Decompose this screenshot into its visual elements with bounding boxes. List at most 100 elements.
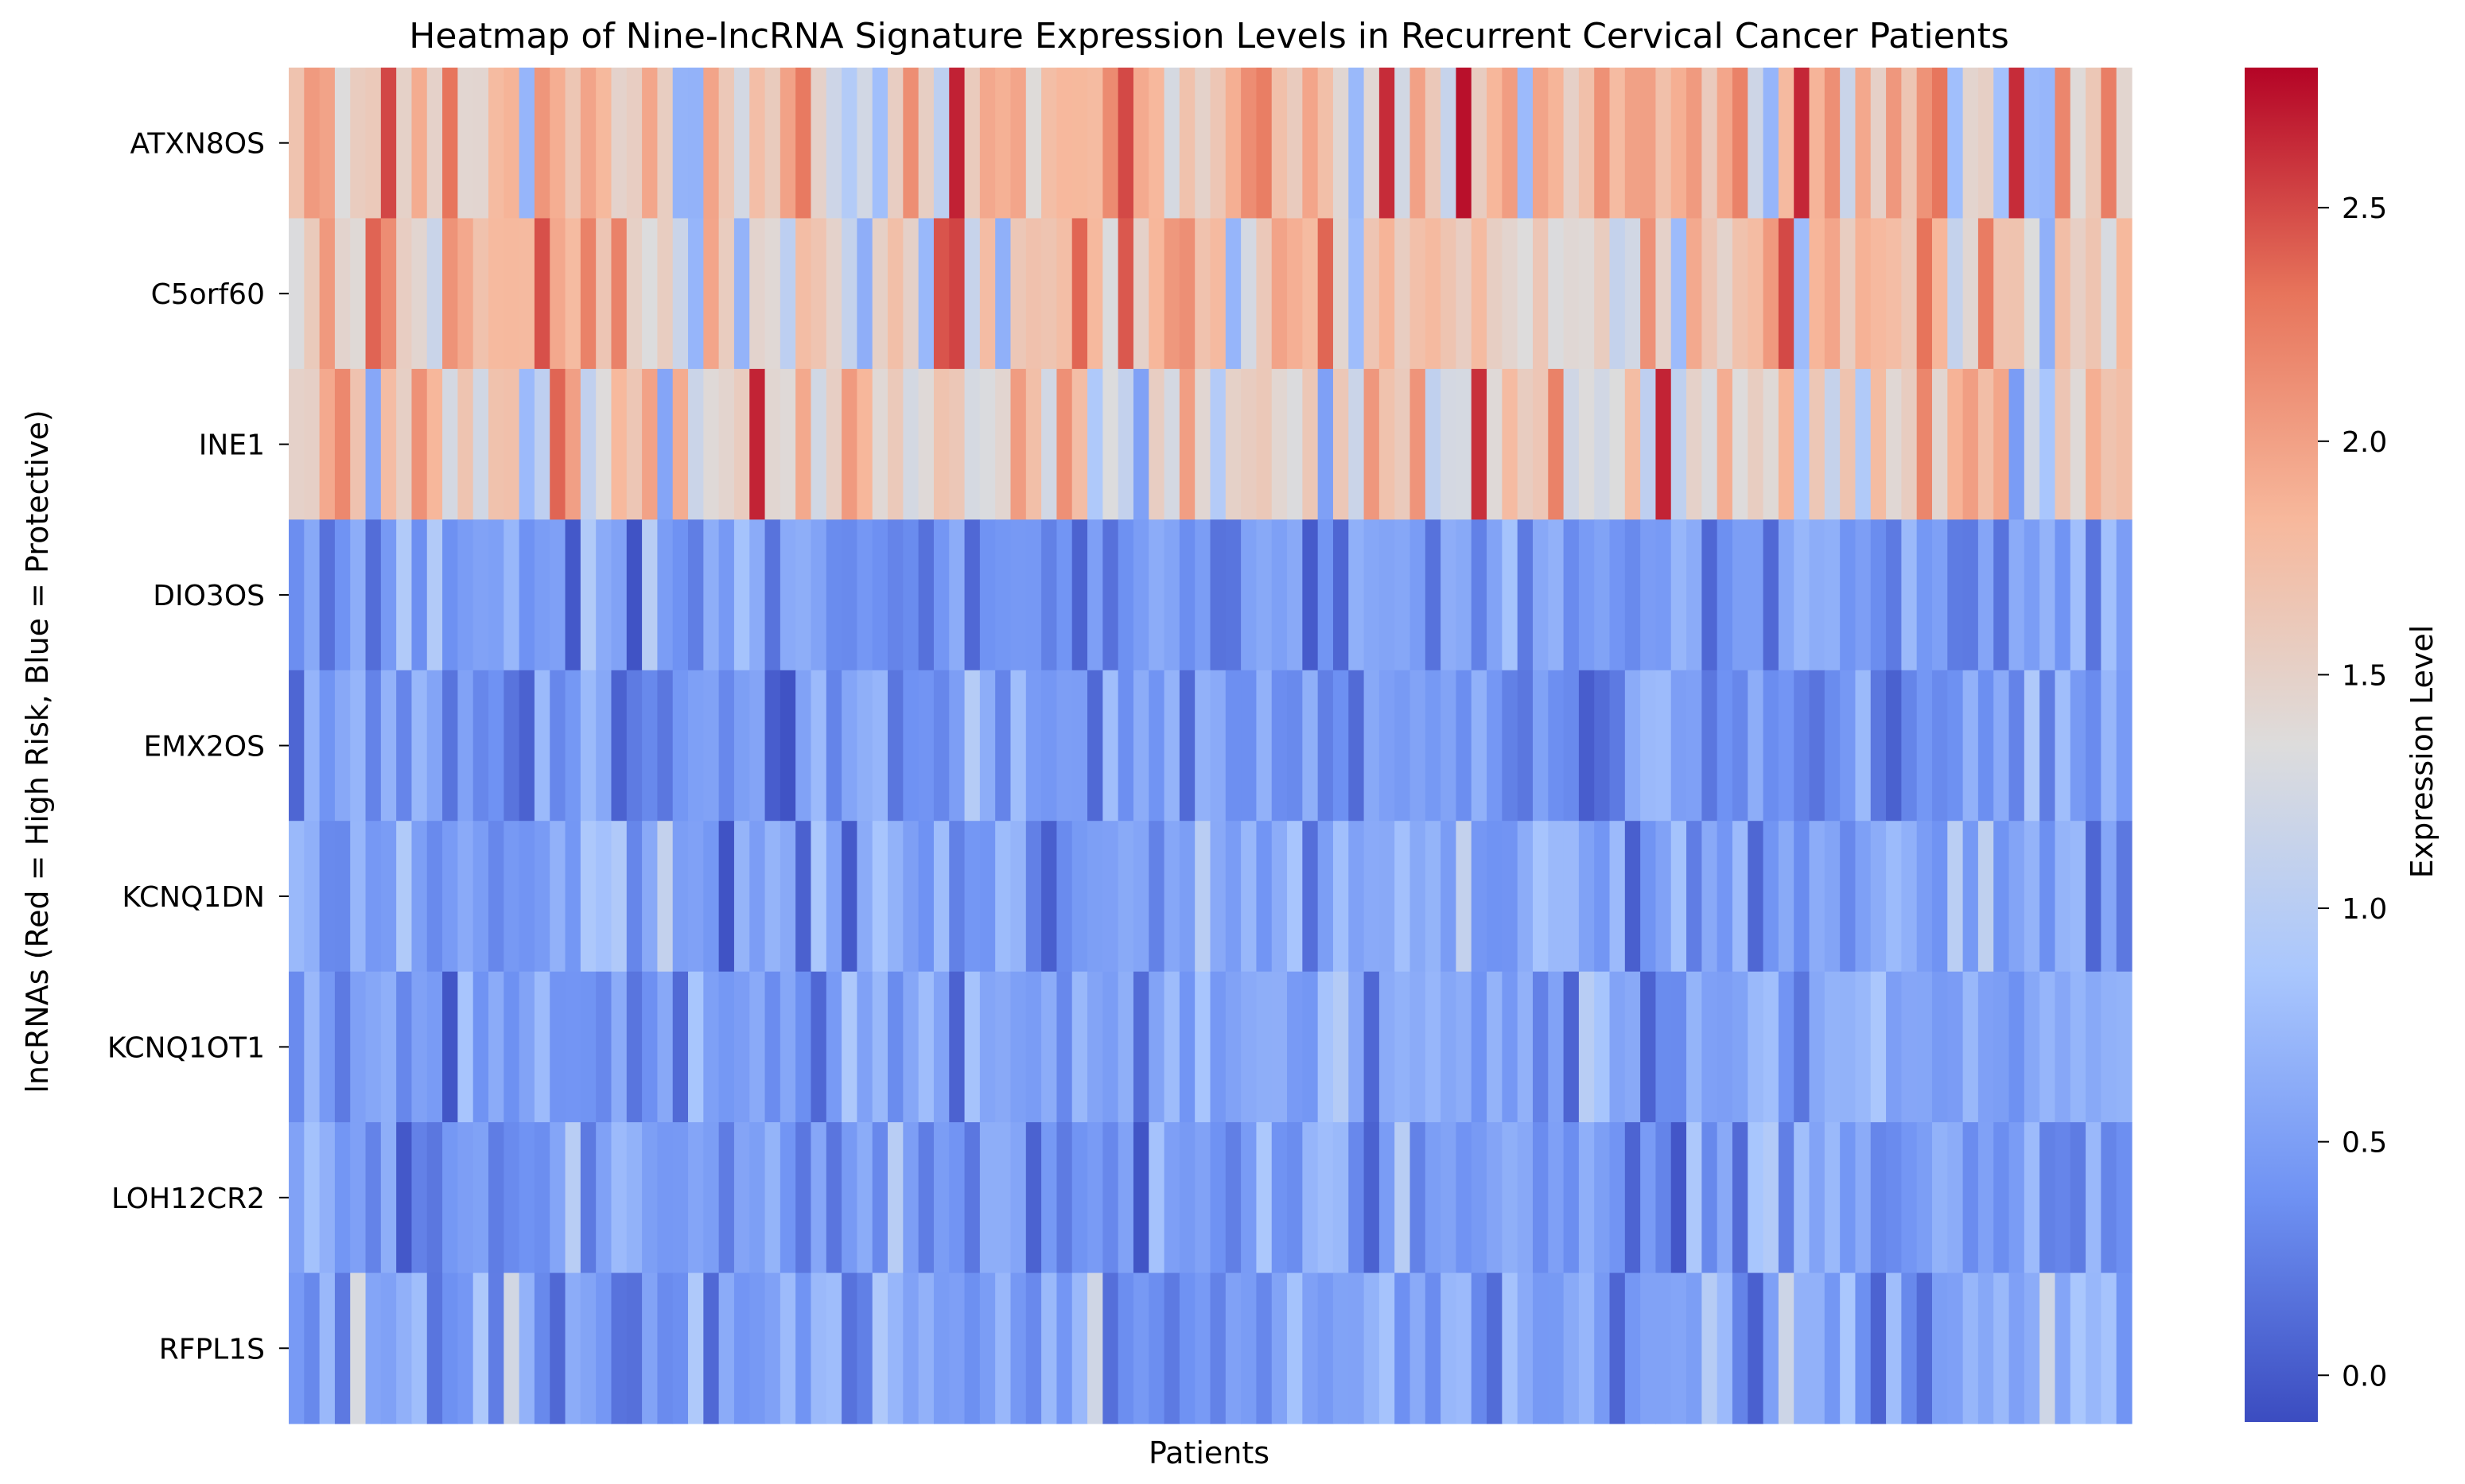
heatmap-cell xyxy=(1563,68,1580,219)
heatmap-cell xyxy=(1594,368,1611,520)
heatmap-cell xyxy=(1149,368,1165,520)
colorbar-tick-label: 0.0 xyxy=(2342,1360,2387,1393)
heatmap-cell xyxy=(1041,971,1058,1123)
heatmap-cell xyxy=(1855,971,1872,1123)
heatmap-cell xyxy=(380,368,397,520)
heatmap-cell xyxy=(979,971,996,1123)
heatmap-cell xyxy=(1794,1272,1810,1424)
heatmap-cell xyxy=(795,971,812,1123)
heatmap-cell xyxy=(1010,1122,1027,1274)
heatmap-cell xyxy=(964,68,981,219)
heatmap-cell xyxy=(1870,519,1887,671)
heatmap-cell xyxy=(350,218,367,370)
heatmap-cell xyxy=(365,368,382,520)
heatmap-cell xyxy=(1717,519,1733,671)
heatmap-cell xyxy=(1763,1272,1779,1424)
heatmap-cell xyxy=(1947,1122,1964,1274)
heatmap-cell xyxy=(1886,670,1902,822)
heatmap-cell xyxy=(565,821,581,973)
heatmap-cell xyxy=(842,821,858,973)
heatmap-cell xyxy=(1809,368,1825,520)
heatmap-cell xyxy=(642,971,658,1123)
heatmap-cell xyxy=(596,68,612,219)
heatmap-cell xyxy=(1701,519,1718,671)
heatmap-cell xyxy=(503,1272,520,1424)
heatmap-cell xyxy=(289,218,305,370)
heatmap-cell xyxy=(334,971,351,1123)
heatmap-cell xyxy=(872,218,888,370)
heatmap-cell xyxy=(657,368,674,520)
heatmap-cell xyxy=(1517,519,1534,671)
heatmap-cell xyxy=(1071,1272,1088,1424)
heatmap-cell xyxy=(1302,821,1319,973)
heatmap-cell xyxy=(488,821,504,973)
heatmap-cell xyxy=(1133,218,1149,370)
heatmap-cell xyxy=(1456,368,1472,520)
heatmap-cell xyxy=(1195,368,1211,520)
heatmap-cell xyxy=(1363,218,1380,370)
heatmap-cell xyxy=(1640,971,1657,1123)
heatmap-cell xyxy=(1532,1272,1549,1424)
heatmap-cell xyxy=(1686,218,1702,370)
heatmap-cell xyxy=(1456,1272,1472,1424)
heatmap-cell xyxy=(611,821,628,973)
heatmap-cell xyxy=(826,670,842,822)
heatmap-cell xyxy=(1962,368,1979,520)
heatmap-cell xyxy=(1977,1122,1994,1274)
heatmap-cell xyxy=(2116,368,2133,520)
heatmap-cell xyxy=(1441,670,1457,822)
heatmap-cell xyxy=(1041,1272,1058,1424)
heatmap-cell xyxy=(1025,971,1042,1123)
heatmap-cell xyxy=(1471,368,1487,520)
heatmap-cell xyxy=(949,68,966,219)
heatmap-cell xyxy=(1378,1122,1395,1274)
heatmap-cell xyxy=(949,1272,966,1424)
heatmap-cell xyxy=(472,218,489,370)
heatmap-cell xyxy=(872,821,888,973)
heatmap-cell xyxy=(857,368,873,520)
heatmap-cell xyxy=(380,519,397,671)
heatmap-cell xyxy=(380,218,397,370)
heatmap-cell xyxy=(1640,519,1657,671)
heatmap-cell xyxy=(1302,368,1319,520)
heatmap-cell xyxy=(1794,821,1810,973)
heatmap-cell xyxy=(503,68,520,219)
heatmap-cell xyxy=(396,1122,413,1274)
heatmap-cell xyxy=(1502,1122,1518,1274)
heatmap-cell xyxy=(1624,821,1641,973)
heatmap-cell xyxy=(1394,971,1411,1123)
heatmap-cell xyxy=(688,68,704,219)
heatmap-cell xyxy=(642,68,658,219)
heatmap-cell xyxy=(1271,971,1288,1123)
heatmap-cell xyxy=(964,971,981,1123)
heatmap-cell xyxy=(1809,519,1825,671)
heatmap-cell xyxy=(1640,1272,1657,1424)
heatmap-cell xyxy=(1348,68,1365,219)
row-label-loh12cr2: LOH12CR2 xyxy=(111,1183,265,1215)
heatmap-cell xyxy=(519,218,535,370)
heatmap-cell xyxy=(2070,368,2086,520)
heatmap-cell xyxy=(764,68,781,219)
heatmap-cell xyxy=(1840,218,1857,370)
heatmap-cell xyxy=(1348,1122,1365,1274)
heatmap-cell xyxy=(780,519,796,671)
heatmap-cell xyxy=(749,1122,766,1274)
heatmap-cell xyxy=(1441,68,1457,219)
heatmap-cell xyxy=(1164,68,1180,219)
heatmap-cell xyxy=(1302,971,1319,1123)
heatmap-cell xyxy=(733,670,750,822)
heatmap-cell xyxy=(918,368,935,520)
heatmap-cell xyxy=(642,1272,658,1424)
heatmap-cell xyxy=(688,368,704,520)
heatmap-cell xyxy=(1701,821,1718,973)
heatmap-cell xyxy=(534,821,550,973)
heatmap-cell xyxy=(1977,368,1994,520)
heatmap-cell xyxy=(672,218,689,370)
heatmap-cell xyxy=(1409,368,1426,520)
heatmap-cell xyxy=(1624,68,1641,219)
heatmap-cell xyxy=(1517,971,1534,1123)
heatmap-cell xyxy=(565,218,581,370)
heatmap-cell xyxy=(795,519,812,671)
heatmap-cell xyxy=(1133,368,1149,520)
heatmap-cell xyxy=(1901,821,1918,973)
